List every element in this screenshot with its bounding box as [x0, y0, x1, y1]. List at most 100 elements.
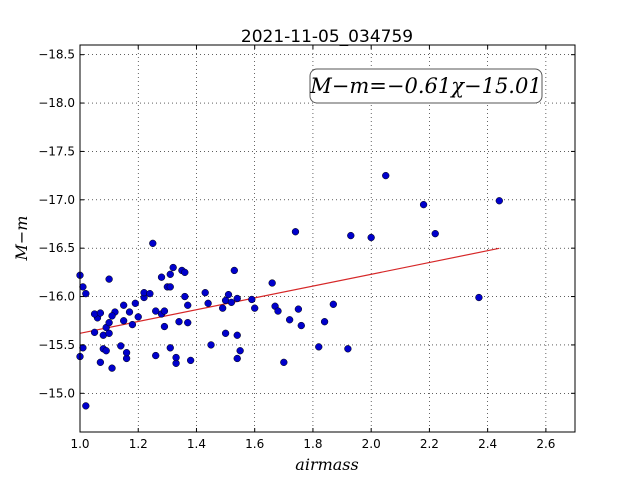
data-point — [297, 321, 305, 330]
data-point — [274, 307, 282, 315]
data-point — [105, 275, 113, 283]
data-point — [344, 345, 352, 353]
data-point — [233, 354, 241, 363]
data-point — [108, 312, 116, 320]
x-tick-label: 2.4 — [478, 437, 497, 451]
data-point — [219, 304, 227, 312]
data-point — [160, 322, 169, 331]
data-point — [230, 266, 238, 275]
x-tick-label: 1.8 — [303, 437, 322, 451]
data-points — [76, 171, 503, 410]
data-point — [329, 300, 337, 308]
data-point — [152, 351, 160, 360]
data-point — [125, 308, 134, 316]
data-point — [102, 347, 110, 355]
data-point — [291, 228, 300, 236]
data-point — [172, 353, 180, 362]
data-point — [184, 319, 192, 327]
data-point — [347, 231, 355, 240]
data-point — [367, 233, 375, 242]
data-point — [105, 319, 113, 327]
plot-area — [80, 45, 575, 432]
data-point — [79, 283, 87, 291]
data-point — [146, 289, 154, 298]
data-point — [175, 318, 183, 326]
data-point — [248, 295, 256, 304]
data-point — [280, 358, 288, 366]
data-point — [221, 329, 230, 337]
x-axis-label: airmass — [295, 455, 358, 474]
data-point — [166, 270, 174, 278]
data-point — [79, 344, 87, 352]
annotation-frame — [309, 68, 543, 104]
data-point — [82, 289, 90, 298]
data-point — [320, 318, 329, 326]
x-tick-label: 2.0 — [362, 437, 381, 451]
data-point — [131, 299, 139, 307]
y-axis-label: M−m — [12, 216, 31, 262]
fit-line-group — [79, 247, 500, 334]
data-point — [166, 283, 174, 291]
data-point — [120, 317, 128, 325]
data-point — [233, 331, 241, 339]
data-point — [90, 328, 99, 336]
data-point — [227, 298, 236, 307]
x-tick-label: 2.2 — [420, 437, 439, 451]
data-point — [96, 358, 105, 366]
data-point — [495, 197, 503, 205]
data-point — [122, 349, 131, 357]
data-point — [105, 329, 113, 337]
chart-title: 2021-11-05_034759 — [241, 27, 413, 47]
data-point — [207, 341, 215, 349]
data-point — [134, 313, 142, 321]
data-point — [108, 364, 116, 372]
data-point — [160, 307, 169, 315]
plot-frame — [79, 44, 576, 433]
data-point — [382, 171, 390, 180]
data-point — [251, 304, 259, 312]
data-point — [166, 344, 174, 352]
fit-line — [79, 247, 500, 334]
x-tick-label: 1.2 — [129, 437, 148, 451]
data-point — [149, 239, 157, 247]
data-point — [169, 263, 177, 272]
data-point — [419, 200, 428, 209]
x-tick-label: 1.6 — [245, 437, 264, 451]
data-point — [120, 301, 128, 309]
data-point — [181, 268, 189, 277]
y-tick-label: −17.0 — [38, 193, 75, 207]
fit-equation: M−m=−0.61χ−15.01 — [309, 74, 541, 98]
axis-ticks: 1.0 1.2 1.4 1.6 1.8 2.0 2.2 2.4 2.6 −15.0 −15.5 −16… — [38, 45, 575, 451]
y-tick-label: −16.0 — [38, 290, 75, 304]
data-point — [268, 279, 276, 287]
data-point — [186, 356, 195, 365]
y-tick-label: −18.0 — [38, 96, 75, 110]
data-point — [315, 343, 323, 351]
data-point — [285, 316, 294, 324]
x-tick-label: 2.6 — [536, 437, 555, 451]
data-point — [431, 230, 439, 238]
y-tick-label: −16.5 — [38, 241, 75, 255]
data-point — [181, 292, 189, 301]
data-point — [204, 299, 212, 307]
data-point — [224, 290, 233, 299]
data-point — [96, 309, 105, 317]
data-point — [152, 307, 160, 315]
x-tick-label: 1.0 — [70, 437, 89, 451]
data-point — [82, 402, 90, 410]
y-tick-label: −17.5 — [38, 144, 75, 158]
data-point — [236, 347, 244, 355]
data-point — [157, 273, 166, 281]
data-point — [128, 320, 137, 329]
data-point — [294, 305, 303, 313]
data-point — [184, 301, 192, 309]
y-tick-label: −15.5 — [38, 338, 75, 352]
data-point — [475, 293, 483, 302]
x-tick-label: 1.4 — [187, 437, 206, 451]
data-point — [233, 294, 241, 303]
y-tick-label: −18.5 — [38, 48, 75, 62]
y-tick-label: −15.0 — [38, 386, 75, 400]
data-point — [117, 342, 125, 350]
data-point — [201, 289, 209, 297]
